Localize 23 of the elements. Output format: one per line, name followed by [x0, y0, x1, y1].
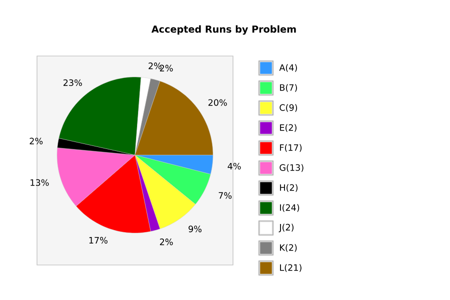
legend-label: B(7) — [280, 84, 297, 92]
legend-label: H(2) — [280, 184, 298, 192]
data-label: 2% — [30, 138, 43, 144]
data-label: 2% — [148, 62, 162, 70]
data-label: 9% — [188, 226, 202, 232]
legend-label: L(21) — [280, 264, 302, 272]
data-label: 20% — [208, 99, 227, 106]
chart-title: Accepted Runs by Problem — [151, 25, 296, 35]
legend-label: E(2) — [280, 124, 296, 132]
legend-label: G(13) — [280, 164, 304, 172]
data-label: 7% — [218, 192, 232, 199]
data-label: 2% — [160, 64, 173, 72]
legend-label: C(9) — [280, 104, 298, 112]
legend-label: F(17) — [280, 144, 302, 152]
data-label: 23% — [64, 79, 82, 86]
data-label: 13% — [30, 179, 49, 186]
data-label: 17% — [89, 236, 108, 244]
data-label: 4% — [228, 162, 241, 170]
data-label: 2% — [160, 238, 173, 246]
legend-label: A(4) — [279, 64, 297, 72]
legend-label: I(24) — [280, 204, 300, 212]
legend-label: K(2) — [280, 244, 297, 252]
legend-label: J(2) — [278, 224, 294, 232]
